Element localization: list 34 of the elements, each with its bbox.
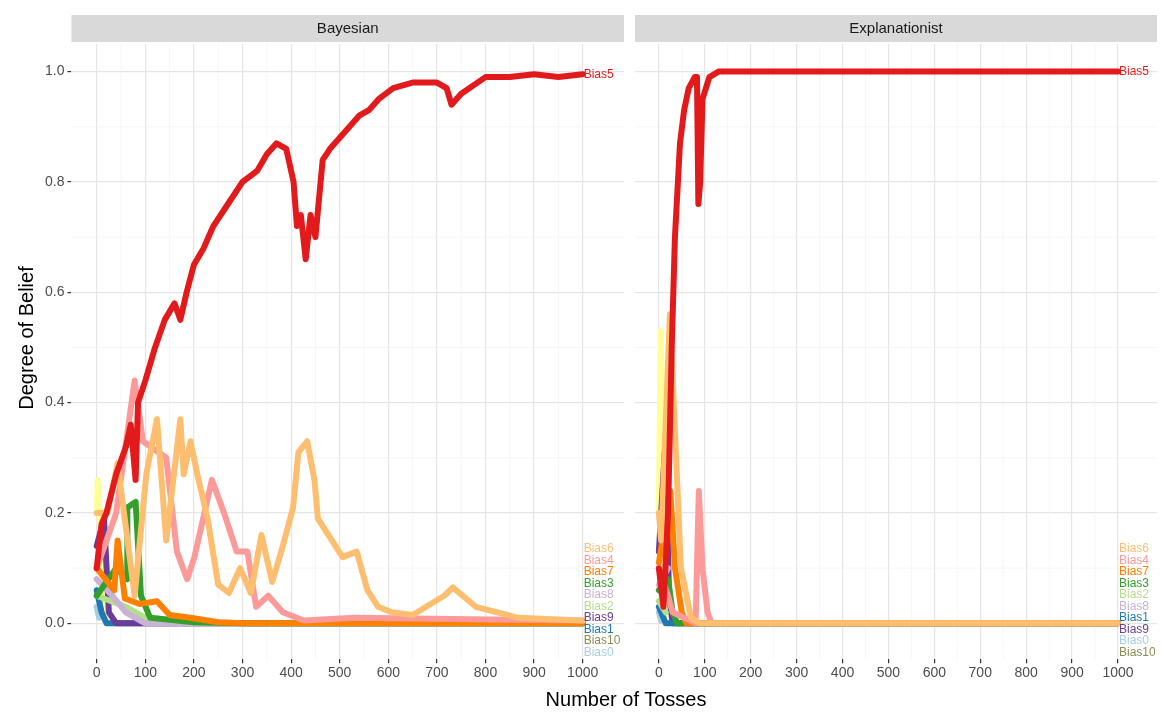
x-tick-label: 0: [92, 664, 101, 681]
x-tick-label: 500: [328, 664, 352, 681]
series-label: Bias5: [583, 66, 615, 81]
series-label: Bias5: [1118, 63, 1150, 78]
y-tick-label: 0.8: [44, 172, 65, 189]
x-tick-label: 600: [376, 664, 401, 681]
x-tick-label: 800: [1014, 664, 1039, 681]
x-tick-label: 200: [739, 664, 763, 681]
y-tick-label: 0.0: [44, 614, 65, 631]
y-tick-label: 1.0: [44, 62, 65, 79]
x-tick-label: 600: [922, 664, 947, 681]
x-tick-label: 100: [133, 664, 158, 681]
x-tick-label: 500: [876, 664, 901, 681]
x-axis-title: Number of Tosses: [545, 687, 707, 711]
y-axis-title: Degree of Belief: [14, 266, 38, 410]
x-tick-label: 700: [968, 664, 993, 681]
y-tick-label: 0.6: [44, 283, 65, 300]
x-tick-label: 100: [693, 664, 717, 681]
x-tick-label: 900: [1060, 664, 1084, 681]
x-tick-label: 700: [425, 664, 449, 681]
chart-title: Explanationist: [849, 19, 944, 37]
x-tick-label: 400: [279, 664, 304, 681]
x-tick-label: 0: [654, 664, 663, 681]
chart-title: Bayesian: [316, 19, 379, 37]
x-tick-label: 1000: [1102, 664, 1134, 681]
x-tick-label: 300: [784, 664, 809, 681]
x-tick-label: 400: [830, 664, 855, 681]
x-tick-label: 1000: [567, 664, 599, 681]
x-tick-label: 800: [473, 664, 498, 681]
y-tick-label: 0.2: [44, 503, 65, 520]
x-tick-label: 200: [182, 664, 206, 681]
x-tick-label: 300: [230, 664, 255, 681]
x-tick-label: 900: [522, 664, 546, 681]
y-tick-label: 0.4: [44, 393, 65, 410]
